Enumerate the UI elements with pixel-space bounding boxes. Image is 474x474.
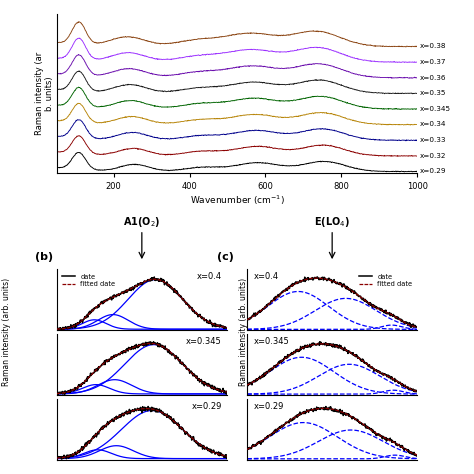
Text: x=0.345: x=0.345	[420, 106, 451, 112]
Text: x=0.4: x=0.4	[254, 272, 279, 281]
Legend: date, fitted date: date, fitted date	[60, 273, 117, 289]
Text: x=0.345: x=0.345	[254, 337, 290, 346]
Text: x=0.345: x=0.345	[186, 337, 222, 346]
Text: x=0.4: x=0.4	[197, 272, 222, 281]
Text: x=0.35: x=0.35	[420, 90, 447, 96]
Y-axis label: Raman intensity (ar
b. units): Raman intensity (ar b. units)	[35, 52, 54, 135]
Text: x=0.36: x=0.36	[420, 74, 447, 81]
X-axis label: Wavenumber (cm$^{-1}$): Wavenumber (cm$^{-1}$)	[190, 194, 284, 207]
Text: x=0.29: x=0.29	[254, 402, 284, 411]
Text: x=0.29: x=0.29	[191, 402, 222, 411]
Text: x=0.32: x=0.32	[420, 153, 447, 159]
Text: x=0.34: x=0.34	[420, 121, 447, 128]
Text: E(LO$_4$): E(LO$_4$)	[314, 215, 350, 229]
Legend: date, fitted date: date, fitted date	[357, 273, 414, 289]
Text: A1(O$_2$): A1(O$_2$)	[123, 215, 161, 229]
Text: x=0.38: x=0.38	[420, 43, 447, 49]
Text: Raman intensity (arb. units): Raman intensity (arb. units)	[2, 278, 11, 386]
Text: x=0.37: x=0.37	[420, 59, 447, 65]
Text: Raman intensity (arb. units): Raman intensity (arb. units)	[239, 278, 248, 386]
Text: x=0.33: x=0.33	[420, 137, 447, 144]
Text: (c): (c)	[217, 252, 234, 262]
Text: (b): (b)	[36, 252, 54, 262]
Text: x=0.29: x=0.29	[420, 168, 447, 174]
